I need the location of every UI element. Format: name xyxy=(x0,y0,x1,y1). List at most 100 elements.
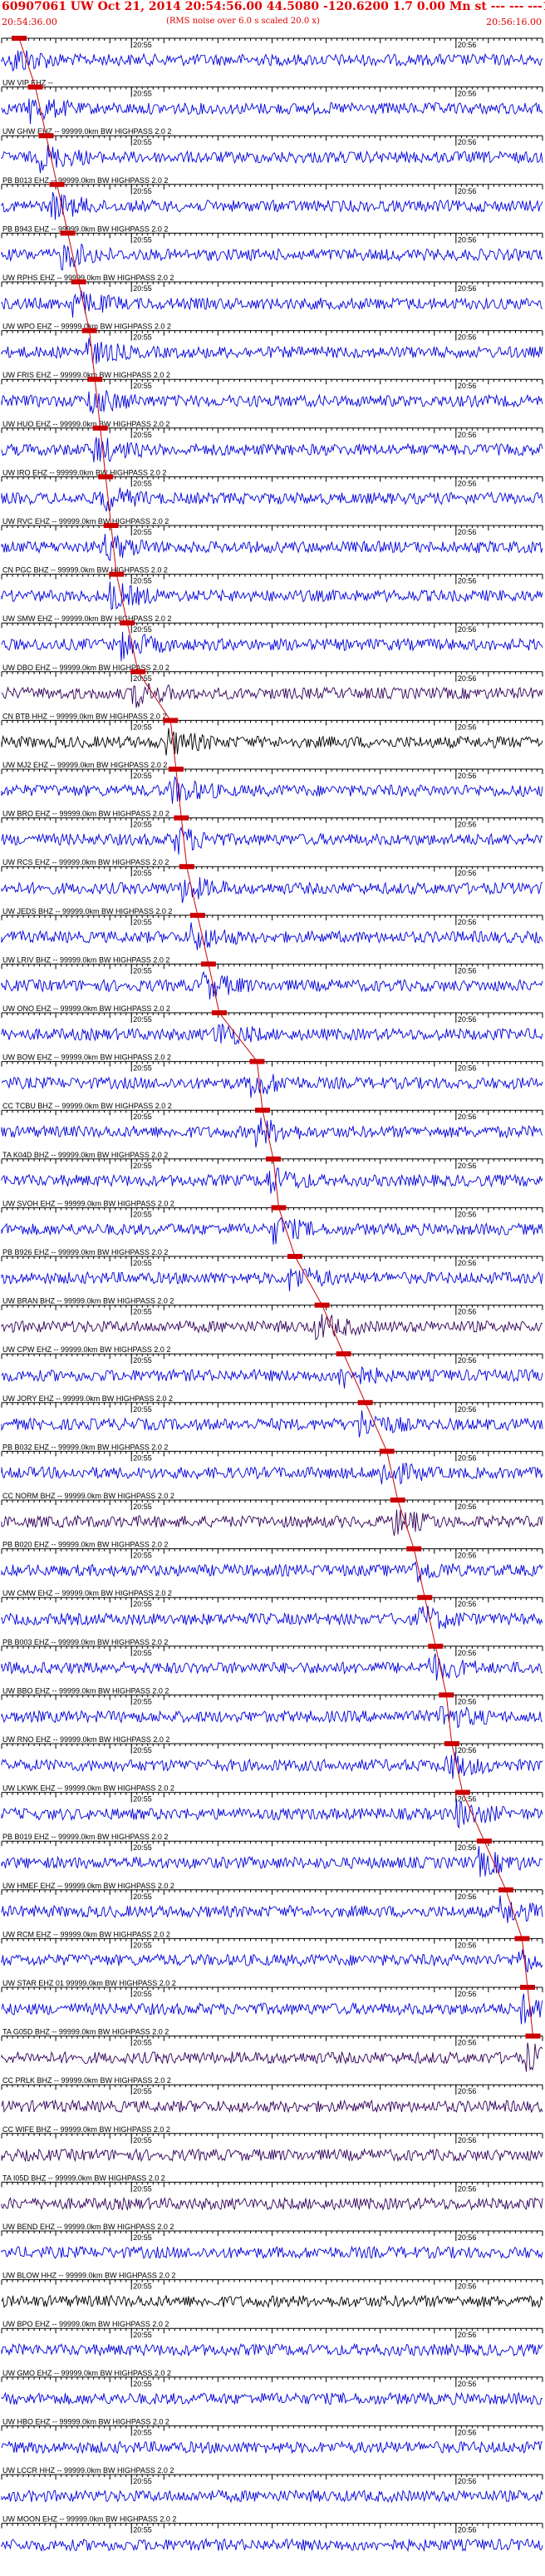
time-label: 20:55 xyxy=(133,284,152,293)
seismic-trace xyxy=(1,290,543,318)
seismic-trace xyxy=(1,683,543,708)
time-label: 20:56 xyxy=(458,723,477,731)
time-label: 20:56 xyxy=(458,1405,477,1414)
time-label: 20:56 xyxy=(458,1893,477,1901)
time-label: 20:56 xyxy=(458,1210,477,1218)
time-label: 20:55 xyxy=(133,2087,152,2095)
station-label: PB B020 EHZ -- 99999.0km BW HIGHPASS 2.0… xyxy=(2,1541,168,1549)
seismic-trace xyxy=(1,144,543,174)
station-label: UW CPW EHZ -- 99999.0km BW HIGHPASS 2.0 … xyxy=(2,1345,170,1354)
seismic-trace xyxy=(1,1846,543,1878)
station-label: UW WPO EHZ -- 99999.0km BW HIGHPASS 2.0 … xyxy=(2,323,171,331)
time-label: 20:55 xyxy=(133,1795,152,1804)
time-label: 20:56 xyxy=(458,821,477,829)
seismic-trace xyxy=(1,50,543,72)
seismic-trace xyxy=(1,1073,543,1098)
time-label: 20:56 xyxy=(458,625,477,634)
station-label: UW JORY EHZ -- 99999.0km BW HIGHPASS 2.0… xyxy=(2,1394,173,1403)
time-label: 20:55 xyxy=(133,1503,152,1511)
station-label: UW MJ2 EHZ -- 99999.0km BW HIGHPASS 2.0 … xyxy=(2,761,167,769)
noise-note: (RMS noise over 6.0 s scaled 20.0 x) xyxy=(166,17,320,26)
station-label: UW RCS EHZ -- 99999.0km BW HIGHPASS 2.0 … xyxy=(2,858,169,866)
station-label: PB B019 EHZ -- 99999.0km BW HIGHPASS 2.0… xyxy=(2,1833,168,1841)
time-label: 20:55 xyxy=(133,1552,152,1560)
seismic-trace xyxy=(1,1606,543,1630)
time-label: 20:56 xyxy=(458,1308,477,1316)
time-label: 20:55 xyxy=(133,1746,152,1754)
time-label: 20:56 xyxy=(458,1356,477,1364)
time-label: 20:55 xyxy=(133,821,152,829)
station-label: UW BOW EHZ -- 99999.0km BW HIGHPASS 2.0 … xyxy=(2,1054,171,1062)
station-label: UW RCM EHZ -- 99999.0km BW HIGHPASS 2.0 … xyxy=(2,1930,170,1938)
station-label: UW SMW EHZ -- 99999.0km BW HIGHPASS 2.0 … xyxy=(2,614,171,623)
time-label: 20:56 xyxy=(458,235,477,244)
time-label: 20:56 xyxy=(458,431,477,439)
time-label: 20:55 xyxy=(133,772,152,780)
time-label: 20:55 xyxy=(133,1649,152,1657)
seismic-trace xyxy=(1,390,543,414)
seismic-trace xyxy=(1,1705,543,1729)
seismic-trace xyxy=(1,922,543,950)
time-label: 20:56 xyxy=(458,2136,477,2144)
time-label: 20:56 xyxy=(458,1064,477,1073)
time-label: 20:56 xyxy=(458,918,477,926)
seismic-trace xyxy=(1,2042,543,2072)
station-label: CC PRLK BHZ -- 99999.0km BW HIGHPASS 2.0… xyxy=(2,2076,171,2085)
station-label: PB B926 EHZ -- 99999.0km BW HIGHPASS 2.0… xyxy=(2,1248,168,1256)
station-label: UW RNO EHZ -- 99999.0km BW HIGHPASS 2.0 … xyxy=(2,1735,169,1744)
seismic-trace xyxy=(1,1267,543,1291)
start-time: 20:54:36.00 xyxy=(2,17,57,27)
station-label: CC NORM BHZ -- 99999.0km BW HIGHPASS 2.0… xyxy=(2,1492,174,1500)
time-label: 20:56 xyxy=(458,138,477,146)
seismic-trace xyxy=(1,338,543,364)
time-label: 20:55 xyxy=(133,1308,152,1316)
time-label: 20:55 xyxy=(133,138,152,146)
station-label: UW HMEF EHZ -- 99999.0km BW HIGHPASS 2.0… xyxy=(2,1882,174,1890)
time-label: 20:55 xyxy=(133,2184,152,2193)
time-label: 20:55 xyxy=(133,333,152,342)
seismic-trace xyxy=(1,533,543,561)
seismic-trace xyxy=(1,1993,543,2025)
seismic-trace xyxy=(1,728,543,756)
seismic-trace xyxy=(1,1949,543,1973)
station-label: CC TCBU BHZ -- 99999.0km BW HIGHPASS 2.0… xyxy=(2,1102,172,1110)
station-label: UW IRO EHZ -- 99999.0km BW HIGHPASS 2.0 … xyxy=(2,468,166,476)
time-label: 20:55 xyxy=(133,1843,152,1852)
seismic-trace xyxy=(1,2099,543,2114)
time-label: 20:55 xyxy=(133,2039,152,2047)
seismic-trace xyxy=(1,1024,543,1045)
time-label: 20:55 xyxy=(133,723,152,731)
time-label: 20:56 xyxy=(458,1990,477,1998)
time-label: 20:55 xyxy=(133,918,152,926)
time-label: 20:56 xyxy=(458,966,477,975)
seismic-trace xyxy=(1,1314,543,1340)
seismic-trace xyxy=(1,1365,543,1389)
seismic-trace xyxy=(1,1118,543,1148)
station-label: UW RPHS EHZ -- 99999.0km BW HIGHPASS 2.0… xyxy=(2,274,174,282)
seismic-trace xyxy=(1,2196,543,2211)
time-label: 20:56 xyxy=(458,2087,477,2095)
seismic-trace xyxy=(1,437,543,463)
station-label: CN PGC BHZ -- 99999.0km BW HIGHPASS 2.0 … xyxy=(2,566,168,575)
time-label: 20:56 xyxy=(458,90,477,98)
seismic-trace xyxy=(1,631,543,662)
station-label: CC WIFE BHZ -- 99999.0km BW HIGHPASS 2.0… xyxy=(2,2125,170,2134)
time-label: 20:55 xyxy=(133,1015,152,1024)
time-label: 20:56 xyxy=(458,1600,477,1608)
seismic-trace xyxy=(1,1799,543,1829)
station-label: TA G05D BHZ -- 99999.0km BW HIGHPASS 2.0… xyxy=(2,2028,169,2036)
time-label: 20:55 xyxy=(133,577,152,585)
time-label: 20:55 xyxy=(133,625,152,634)
station-label: UW JEDS BHZ -- 99999.0km BW HIGHPASS 2.0… xyxy=(2,907,172,915)
seismic-trace xyxy=(1,581,543,610)
time-label: 20:56 xyxy=(458,2039,477,2047)
time-label: 20:56 xyxy=(458,1843,477,1852)
time-label: 20:55 xyxy=(133,41,152,49)
time-label: 20:56 xyxy=(458,1795,477,1804)
time-label: 20:56 xyxy=(458,528,477,536)
station-label: UW CMW EHZ -- 99999.0km BW HIGHPASS 2.0 … xyxy=(2,1589,172,1597)
station-label: UW FRIS EHZ -- 99999.0km BW HIGHPASS 2.0… xyxy=(2,371,170,379)
station-label: UW DBO EHZ -- 99999.0km BW HIGHPASS 2.0 … xyxy=(2,664,169,672)
station-label: UW RVC EHZ -- 99999.0km BW HIGHPASS 2.0 … xyxy=(2,517,169,526)
